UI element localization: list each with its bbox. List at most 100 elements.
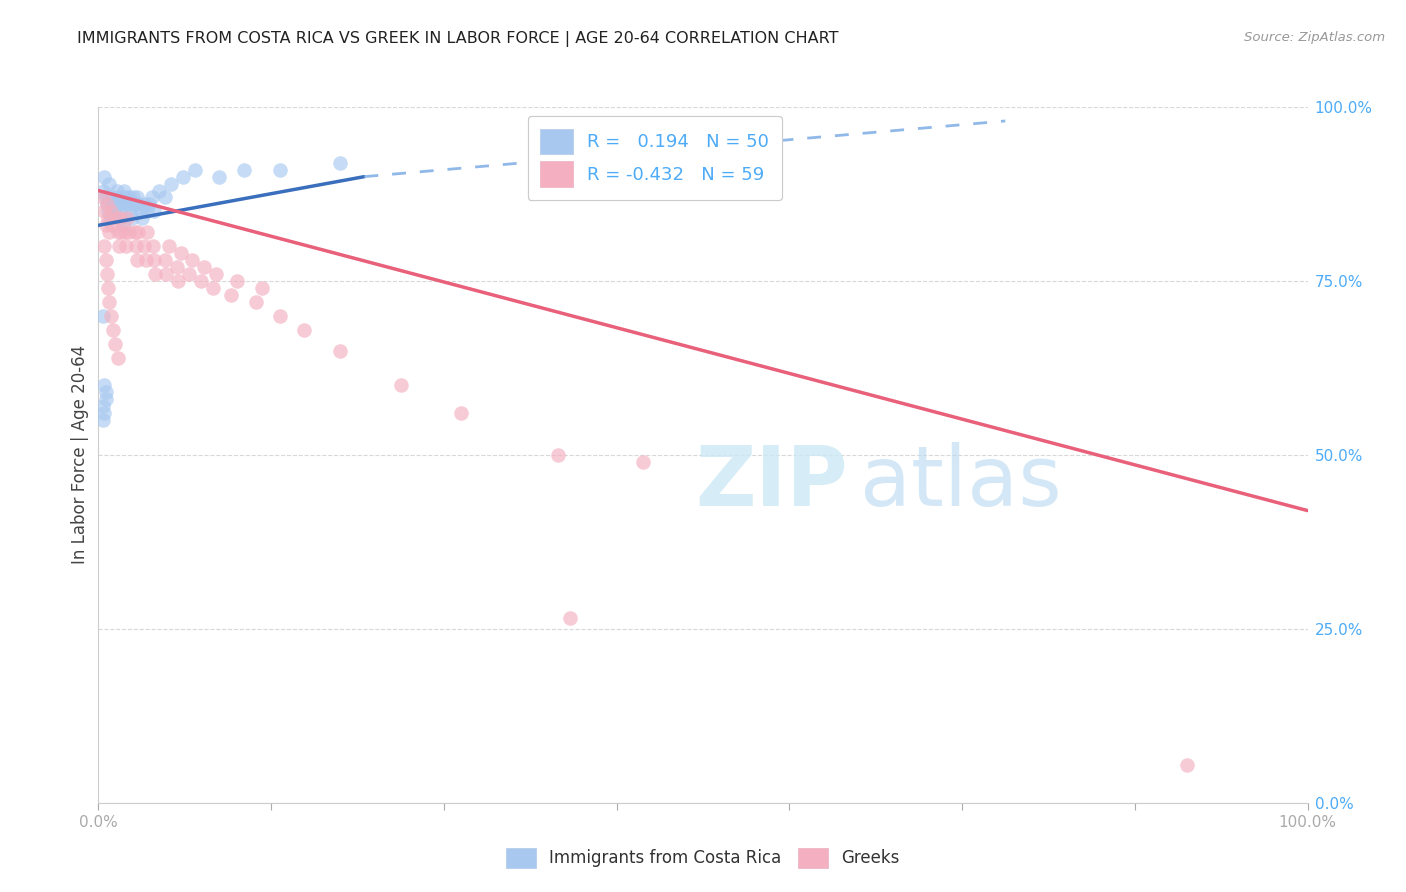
Point xyxy=(115,197,138,211)
Point xyxy=(98,177,121,191)
Text: atlas: atlas xyxy=(860,442,1062,524)
Point xyxy=(389,378,412,392)
Point xyxy=(103,204,125,219)
Point xyxy=(269,309,291,323)
Point xyxy=(135,204,157,219)
Point xyxy=(134,239,156,253)
Point xyxy=(143,253,166,268)
Point xyxy=(94,190,117,204)
Text: IMMIGRANTS FROM COSTA RICA VS GREEK IN LABOR FORCE | AGE 20-64 CORRELATION CHART: IMMIGRANTS FROM COSTA RICA VS GREEK IN L… xyxy=(77,31,839,47)
Point xyxy=(107,225,129,239)
Point xyxy=(172,169,194,184)
Point xyxy=(91,184,114,198)
Point xyxy=(558,611,581,625)
Point xyxy=(93,169,115,184)
Point xyxy=(100,309,122,323)
Point xyxy=(97,204,120,219)
Point xyxy=(166,260,188,274)
Point xyxy=(100,204,122,219)
Point xyxy=(112,184,135,198)
Point xyxy=(143,267,166,281)
Point xyxy=(153,190,176,204)
Point xyxy=(100,211,122,226)
Point xyxy=(98,294,121,309)
Point xyxy=(98,225,121,239)
Point xyxy=(232,162,254,177)
Point xyxy=(125,239,148,253)
Point xyxy=(202,281,225,295)
Point xyxy=(101,197,124,211)
Point xyxy=(117,211,139,226)
Point xyxy=(91,399,114,413)
Point xyxy=(94,219,117,233)
Point xyxy=(115,239,138,253)
Point xyxy=(96,197,118,211)
Point xyxy=(180,253,202,268)
Point xyxy=(110,225,132,239)
Point xyxy=(208,169,231,184)
Point xyxy=(329,343,352,358)
Point xyxy=(110,211,132,226)
Point xyxy=(142,239,165,253)
Point xyxy=(190,274,212,288)
Point xyxy=(134,197,156,211)
Point xyxy=(250,281,273,295)
Point xyxy=(108,211,131,226)
Point xyxy=(124,225,146,239)
Point xyxy=(221,288,243,302)
Point xyxy=(111,219,134,233)
Point xyxy=(138,197,160,211)
Point xyxy=(1175,757,1198,772)
Point xyxy=(91,190,114,204)
Point xyxy=(631,455,654,469)
Point xyxy=(91,309,114,323)
Point xyxy=(184,162,207,177)
Point xyxy=(101,323,124,337)
Point xyxy=(122,190,145,204)
Point xyxy=(157,239,180,253)
Point xyxy=(94,253,117,268)
Point xyxy=(169,246,191,260)
Point xyxy=(127,190,149,204)
Point xyxy=(155,267,177,281)
Point xyxy=(94,392,117,407)
Point xyxy=(131,211,153,226)
Point xyxy=(118,225,141,239)
Point xyxy=(329,155,352,169)
Point xyxy=(93,204,115,219)
Point xyxy=(127,197,149,211)
Point xyxy=(245,294,267,309)
Point xyxy=(141,190,163,204)
Point xyxy=(204,267,226,281)
Point xyxy=(148,184,170,198)
Y-axis label: In Labor Force | Age 20-64: In Labor Force | Age 20-64 xyxy=(72,345,90,565)
Point xyxy=(108,239,131,253)
Point xyxy=(118,197,141,211)
Point xyxy=(93,406,115,420)
Point xyxy=(100,190,122,204)
Point xyxy=(121,211,143,226)
Point xyxy=(450,406,472,420)
Point xyxy=(100,219,122,233)
Point xyxy=(93,239,115,253)
Point xyxy=(167,274,190,288)
Point xyxy=(114,225,136,239)
Point xyxy=(292,323,315,337)
Point xyxy=(97,211,120,226)
Point xyxy=(104,336,127,351)
Point xyxy=(193,260,215,274)
Point xyxy=(96,267,118,281)
Point xyxy=(108,197,131,211)
Point xyxy=(120,204,142,219)
Point xyxy=(93,378,115,392)
Point xyxy=(97,281,120,295)
Point xyxy=(127,225,149,239)
Point xyxy=(153,253,176,268)
Point xyxy=(269,162,291,177)
Point xyxy=(127,253,149,268)
Point xyxy=(160,177,183,191)
Point xyxy=(226,274,249,288)
Point xyxy=(124,197,146,211)
Point xyxy=(105,211,128,226)
Point xyxy=(143,204,166,219)
